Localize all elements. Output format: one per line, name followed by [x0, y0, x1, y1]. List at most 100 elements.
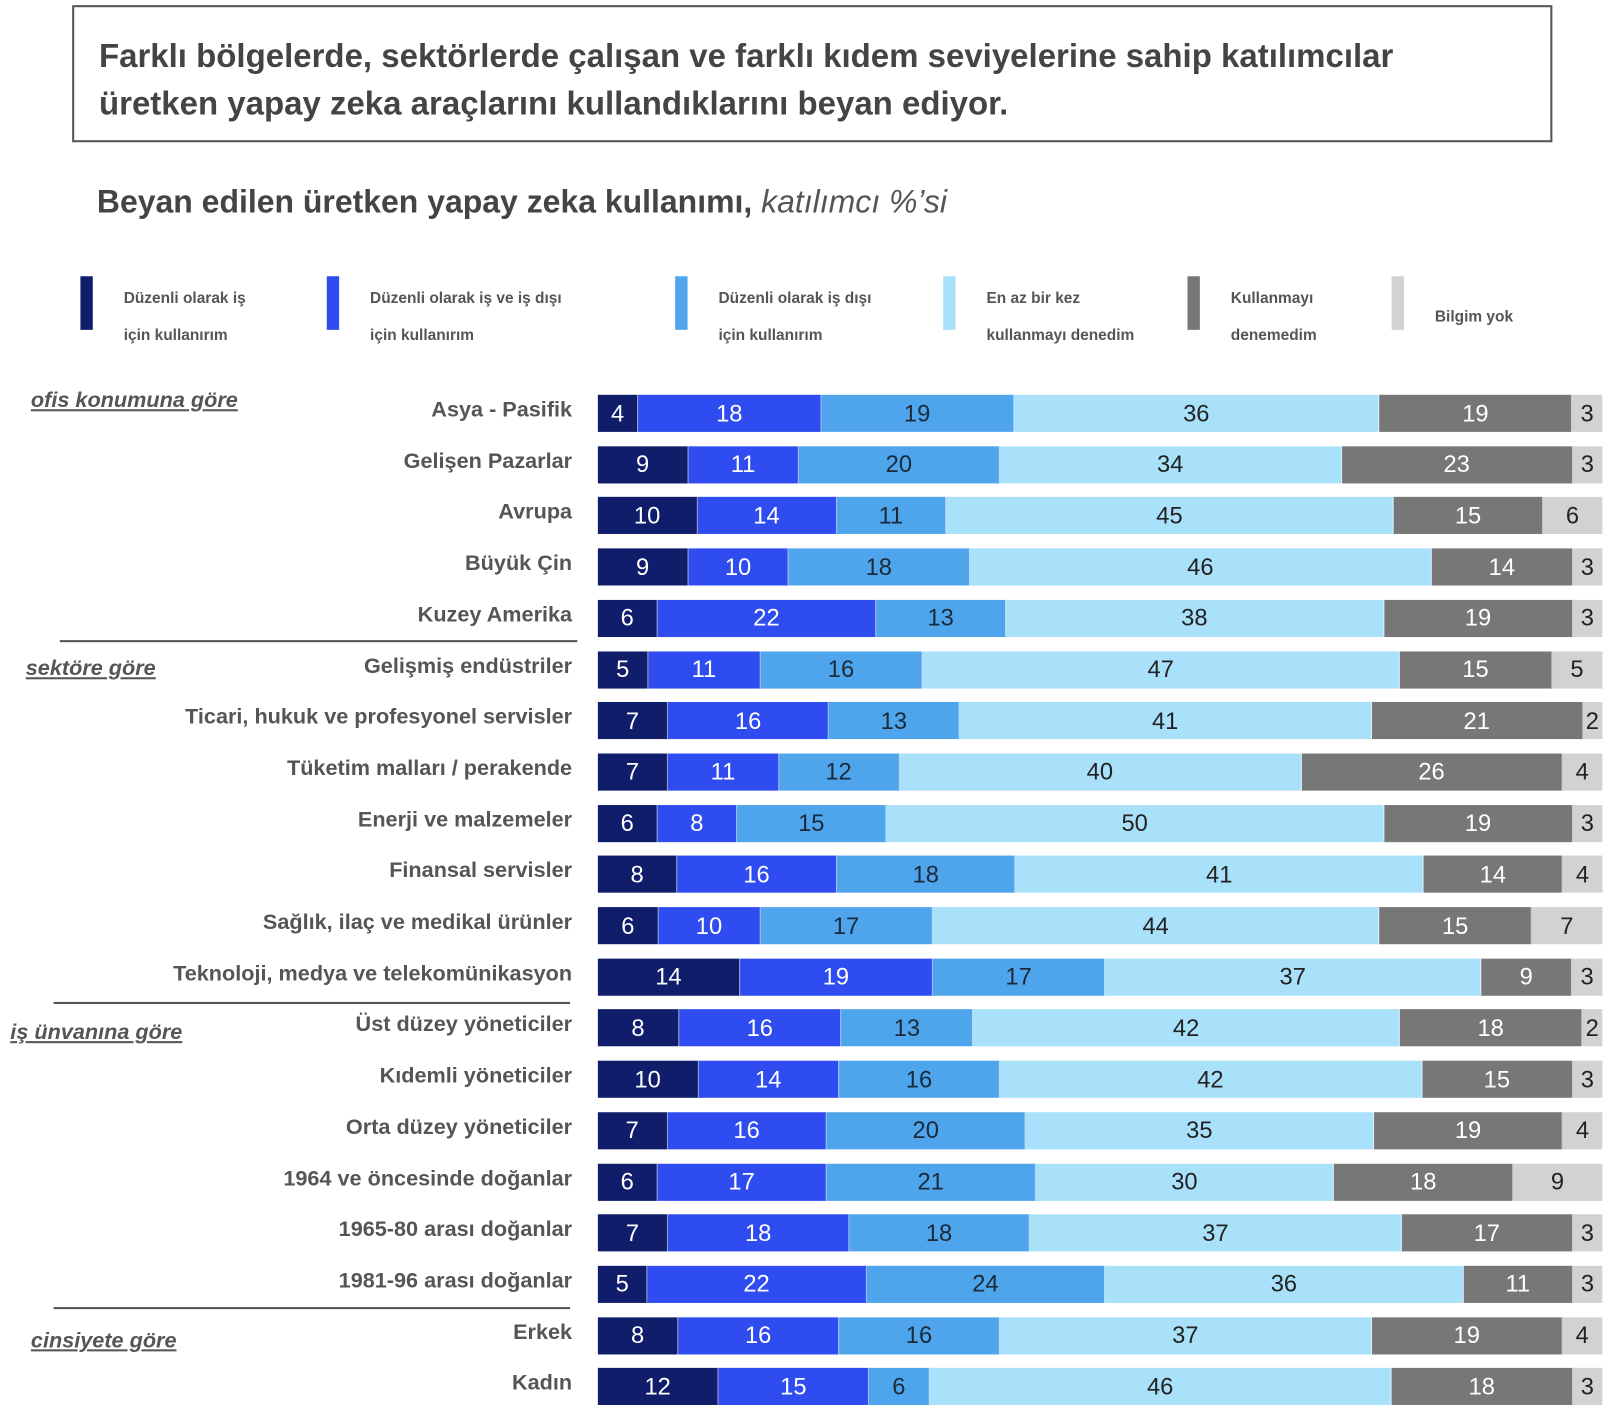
data-label: 3: [1580, 399, 1594, 427]
data-label: 20: [912, 1116, 939, 1144]
bar-segment: 4: [1563, 1112, 1603, 1150]
data-label: 9: [635, 450, 650, 478]
bar-segment: 18: [1399, 1009, 1583, 1047]
legend-label-line: için kullanırım: [718, 326, 823, 345]
data-label: 22: [753, 604, 780, 632]
data-label: 41: [1206, 860, 1233, 888]
bar-segment: 3: [1572, 1060, 1603, 1098]
bar-segment: 11: [668, 753, 779, 791]
data-label: 18: [925, 1219, 953, 1246]
data-label: 15: [1454, 501, 1482, 529]
bar-segment: 37: [1105, 958, 1482, 996]
bar-segment: 19: [1379, 394, 1573, 432]
stacked-bar: 10 14 11 45 15 6: [597, 497, 1603, 535]
data-label: 24: [972, 1270, 999, 1298]
legend-label: Bilgim yok: [1435, 299, 1513, 336]
group-label: iş ünvanına göre: [10, 1020, 183, 1045]
group-divider: [53, 1001, 571, 1004]
data-label: 7: [625, 1219, 640, 1246]
category-label: Finansal servisler: [389, 858, 573, 883]
data-label: 16: [743, 860, 770, 888]
data-label: 18: [912, 860, 939, 888]
bar-segment: 47: [922, 650, 1400, 689]
data-label: 10: [724, 553, 752, 580]
bar-segment: 8: [597, 1316, 679, 1355]
bar-segment: 16: [760, 650, 923, 689]
bar-segment: 5: [1552, 650, 1603, 689]
legend-label: Düzenli olarak iş için kullanırım: [124, 280, 246, 354]
bar-segment: 17: [1401, 1214, 1573, 1252]
data-label: 7: [625, 758, 640, 785]
data-label: 15: [1462, 655, 1489, 683]
bar-segment: 34: [999, 446, 1342, 484]
data-label: 14: [655, 962, 682, 990]
bar-segment: 11: [648, 650, 761, 689]
bar-segment: 18: [668, 1214, 850, 1252]
data-label: 18: [716, 399, 743, 427]
legend-label-line: Bilgim yok: [1434, 308, 1514, 326]
data-label: 19: [1462, 399, 1489, 427]
data-label: 8: [690, 809, 704, 837]
bar-segment: 5: [597, 650, 649, 689]
data-label: 46: [1146, 1372, 1174, 1400]
stacked-bar: 7 16 13 41 21 2: [597, 702, 1603, 740]
legend-label-line: En az bir kez: [986, 289, 1081, 308]
bar-segment: 10: [597, 497, 698, 535]
legend-label-line: kullanmayı denedim: [986, 326, 1135, 345]
bar-segment: 23: [1341, 446, 1573, 484]
data-label: 16: [746, 1014, 773, 1041]
bar-segment: 16: [668, 702, 830, 740]
bar-segment: 21: [826, 1163, 1036, 1201]
bar-segment: 3: [1572, 446, 1603, 484]
bar-segment: 41: [959, 702, 1372, 740]
bar-segment: 3: [1573, 1265, 1603, 1303]
data-label: 37: [1202, 1219, 1229, 1246]
bar-segment: 9: [597, 446, 689, 484]
bar-segment: 15: [1399, 650, 1553, 689]
data-label: 15: [798, 809, 825, 837]
data-label: 14: [753, 501, 780, 529]
bar-segment: 2: [1582, 1009, 1603, 1047]
bar-segment: 18: [788, 548, 970, 586]
data-label: 16: [905, 1321, 933, 1349]
legend-label-line: Düzenli olarak iş: [123, 289, 246, 308]
data-label: 6: [620, 1167, 634, 1195]
stacked-bar: 14 19 17 37 9 3: [597, 958, 1603, 996]
bar-segment: 9: [597, 548, 689, 586]
data-label: 36: [1183, 399, 1210, 427]
data-label: 11: [730, 450, 756, 478]
bar-segment: 8: [657, 804, 738, 842]
data-label: 13: [927, 604, 954, 632]
bar-segment: 36: [1105, 1265, 1464, 1303]
data-label: 8: [630, 860, 644, 888]
bar-segment: 19: [1371, 1316, 1563, 1355]
data-label: 18: [1477, 1014, 1504, 1041]
bar-segment: 18: [849, 1214, 1031, 1252]
data-label: 37: [1172, 1321, 1199, 1349]
data-label: 3: [1580, 1065, 1594, 1093]
bar-segment: 3: [1573, 804, 1603, 842]
bar-segment: 18: [1391, 1368, 1573, 1405]
data-label: 21: [917, 1167, 944, 1195]
stacked-bar: 6 22 13 38 19 3: [597, 599, 1603, 637]
bar-segment: 37: [999, 1316, 1372, 1355]
bar-segment: 37: [1030, 1214, 1402, 1252]
data-label: 41: [1151, 706, 1179, 734]
bar-segment: 16: [667, 1112, 827, 1150]
data-label: 38: [1181, 604, 1208, 632]
data-label: 9: [635, 553, 650, 580]
bar-segment: 10: [597, 1060, 699, 1098]
stacked-bar: 7 16 20 35 19 4: [597, 1112, 1603, 1150]
bar-segment: 15: [737, 804, 887, 842]
bar-segment: 46: [929, 1368, 1392, 1405]
chart-title-main: Beyan edilen üretken yapay zeka kullanım…: [96, 183, 753, 220]
legend-swatch: [80, 276, 93, 330]
bar-segment: 19: [1373, 1112, 1564, 1150]
bar-segment: 15: [1393, 497, 1544, 535]
bar-segment: 6: [1543, 497, 1603, 535]
data-label: 15: [1483, 1065, 1511, 1093]
data-label: 14: [1488, 553, 1516, 580]
data-label: 3: [1580, 962, 1594, 990]
data-label: 3: [1580, 553, 1594, 580]
data-label: 18: [1410, 1167, 1437, 1195]
